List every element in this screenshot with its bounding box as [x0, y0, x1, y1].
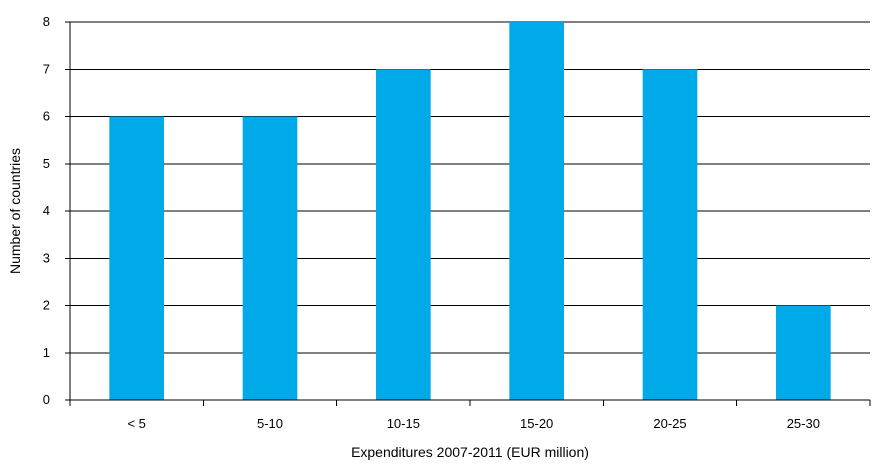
- x-tick-label-5: 25-30: [787, 416, 820, 431]
- x-tick-label-1: 5-10: [257, 416, 283, 431]
- y-tick-label-7: 7: [43, 61, 50, 76]
- y-tick-label-3: 3: [43, 250, 50, 265]
- x-tick-label-4: 20-25: [653, 416, 686, 431]
- y-axis-ticks: 0 1 2 3 4 5 6 7 8: [43, 14, 70, 407]
- bar-5: [776, 305, 831, 400]
- y-tick-label-2: 2: [43, 298, 50, 313]
- x-tick-label-3: 15-20: [520, 416, 553, 431]
- y-axis-title: Number of countries: [7, 148, 23, 274]
- gridlines: [70, 21, 870, 354]
- x-tick-label-2: 10-15: [387, 416, 420, 431]
- y-tick-label-1: 1: [43, 345, 50, 360]
- y-tick-label-5: 5: [43, 156, 50, 171]
- x-axis-ticks: < 5 5-10 10-15 15-20 20-25 25-30: [69, 400, 871, 431]
- bar-4: [642, 69, 698, 400]
- bar-3: [509, 22, 564, 400]
- y-tick-label-4: 4: [43, 203, 50, 218]
- bar-0: [109, 116, 164, 400]
- y-tick-label-0: 0: [43, 392, 50, 407]
- x-axis-title: Expenditures 2007-2011 (EUR million): [351, 444, 589, 460]
- y-tick-label-6: 6: [43, 109, 50, 124]
- bar-1: [242, 116, 298, 400]
- bars: [109, 22, 831, 400]
- y-tick-label-8: 8: [43, 14, 50, 29]
- bar-2: [376, 69, 431, 400]
- x-tick-label-0: < 5: [127, 416, 145, 431]
